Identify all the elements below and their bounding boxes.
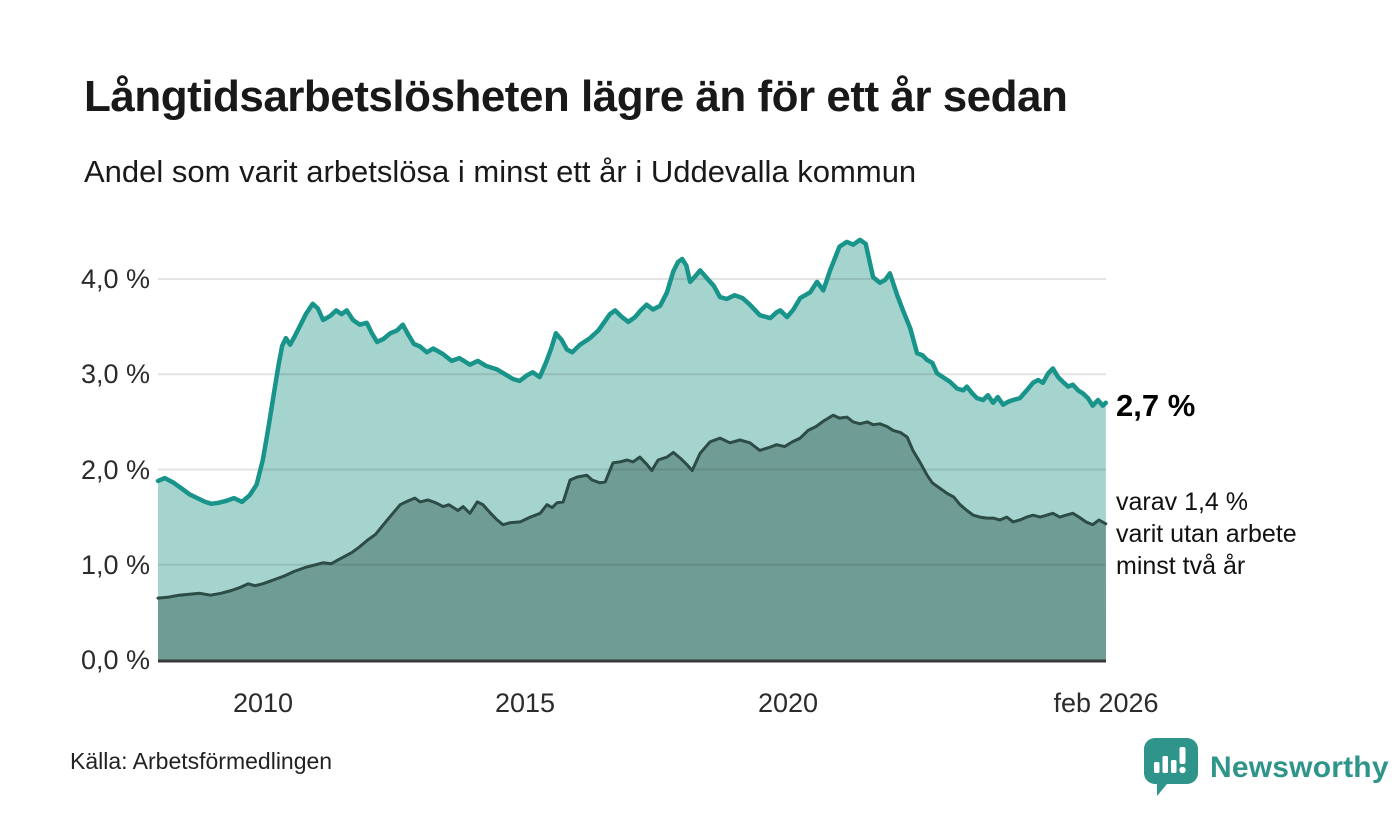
series-line-one-year [155, 237, 1109, 507]
x-tick-2020: 2020 [757, 688, 819, 718]
x-tick-2010: 2010 [232, 688, 294, 718]
page-title: Långtidsarbetslösheten lägre än för ett … [84, 72, 1068, 121]
exclamation-bar [1179, 747, 1186, 764]
secondary-value-line2: varit utan arbete [1116, 520, 1297, 548]
newsworthy-bubble-icon [1144, 738, 1198, 796]
latest-value-label: 2,7 % [1116, 388, 1196, 423]
y-tick-1: 1,0 % [80, 550, 150, 580]
x-tick-2015: 2015 [494, 688, 556, 718]
chart-subtitle: Andel som varit arbetslösa i minst ett å… [84, 154, 917, 189]
x-tick-feb-2026: feb 2026 [1053, 688, 1159, 718]
newsworthy-logo: Newsworthy [1144, 738, 1389, 798]
bar-2 [1162, 756, 1168, 773]
series-area-two-years [158, 415, 1106, 660]
exclamation-dot [1179, 766, 1186, 774]
bar-3 [1171, 760, 1177, 773]
secondary-value-label: varav 1,4 % varit utan arbete minst två … [1116, 486, 1356, 582]
secondary-value-line3: minst två år [1116, 552, 1246, 580]
y-tick-2: 2,0 % [80, 455, 150, 485]
y-tick-3: 3,0 % [80, 359, 150, 389]
source-credit: Källa: Arbetsförmedlingen [70, 748, 333, 774]
y-tick-4: 4,0 % [80, 264, 150, 294]
series-line-two-years [156, 413, 1108, 600]
y-tick-0: 0,0 % [80, 645, 150, 675]
brand-name: Newsworthy [1210, 751, 1389, 784]
secondary-value-line1: varav 1,4 % [1116, 488, 1249, 516]
bar-1 [1154, 762, 1160, 773]
